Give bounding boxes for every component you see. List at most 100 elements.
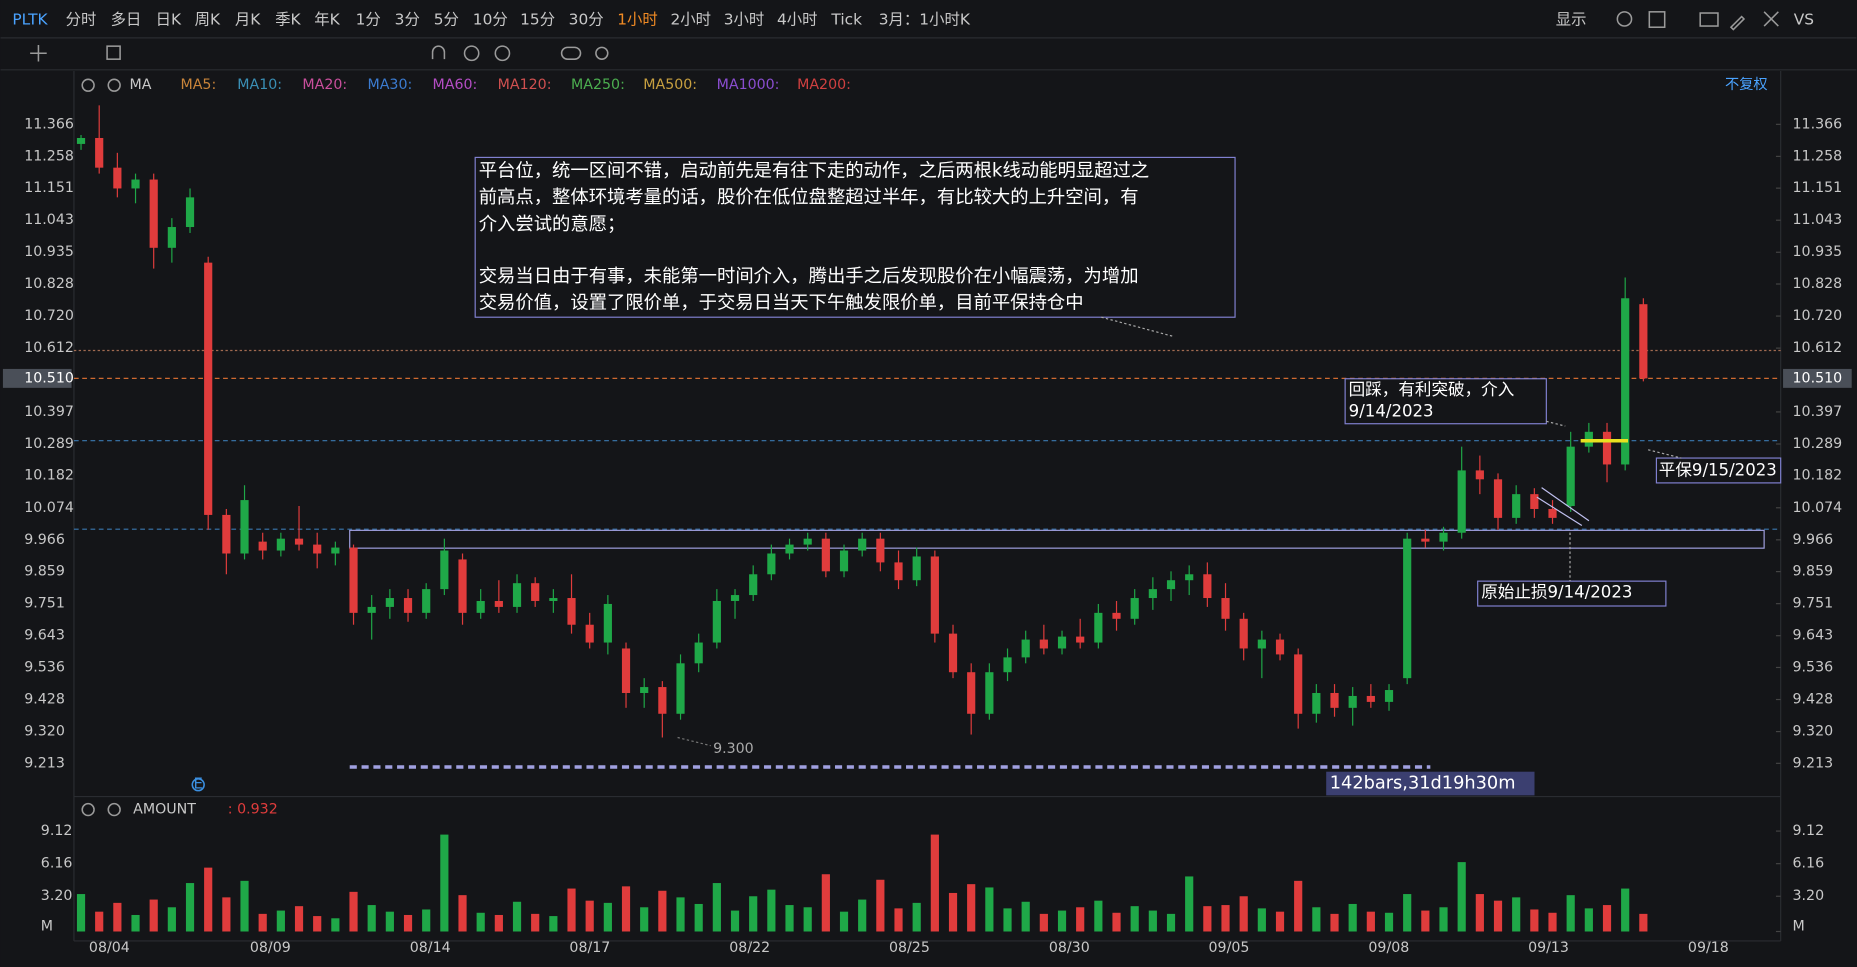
candle-body — [948, 633, 958, 673]
volume-bar — [204, 867, 213, 932]
timeframe-tab[interactable]: 季K — [275, 11, 301, 29]
timeframe-tab[interactable]: 周K — [195, 11, 221, 29]
y-tick-label-right: 9.536 — [1793, 659, 1834, 675]
timeframe-tab[interactable]: 10分 — [473, 11, 508, 29]
toolbar-button[interactable]: 显示 — [1556, 11, 1587, 29]
candle-body — [204, 262, 213, 515]
timeframe-tab[interactable]: PLTK — [12, 11, 48, 29]
volume-bar — [749, 896, 758, 932]
y-tick-label-right: 11.151 — [1793, 180, 1843, 196]
y-tick-label-right: 3.20 — [1793, 888, 1825, 904]
timeframe-tab[interactable]: Tick — [830, 11, 862, 29]
candle-body — [1530, 494, 1539, 509]
y-tick-label: 10.612 — [24, 340, 74, 356]
timeframe-tab[interactable]: 1小时 — [617, 11, 658, 29]
timeframe-tab[interactable]: 5分 — [434, 11, 459, 29]
candle-body — [839, 550, 849, 572]
volume-bar — [712, 883, 721, 932]
volume-bar — [167, 907, 176, 932]
x-tick-label: 09/13 — [1528, 940, 1569, 956]
ma-label: MA250: — [571, 77, 625, 93]
volume-bar — [694, 903, 703, 932]
candle-body — [403, 598, 413, 613]
candle-body — [1094, 612, 1103, 643]
volume-bar — [331, 918, 340, 932]
volume-bar — [621, 886, 631, 932]
candle-body — [313, 544, 322, 554]
timeframe-tab[interactable]: 3月：1小时K — [879, 11, 971, 29]
volume-bar — [930, 834, 939, 932]
timeframe-tab[interactable]: 4小时 — [777, 11, 818, 29]
volume-bar — [458, 895, 467, 932]
candle-body — [149, 179, 158, 248]
range-box — [349, 529, 1765, 549]
volume-bar — [1166, 913, 1176, 932]
candle-body — [385, 598, 394, 607]
volume-bar — [1039, 913, 1048, 932]
candle-body — [1076, 636, 1085, 643]
event-icon[interactable]: E — [194, 776, 203, 793]
candle-body — [603, 603, 612, 643]
ma-label: MA60: — [433, 77, 478, 93]
timeframe-tab[interactable]: 3分 — [395, 11, 420, 29]
candle-body — [694, 642, 703, 664]
y-tick-label: 10.182 — [24, 468, 74, 484]
note-line: 前高点，整体环境考量的话，股价在低位盘整超过半年，有比较大的上升空间，有 — [479, 187, 1139, 208]
candle-body — [1275, 639, 1285, 655]
volume-bar — [1548, 912, 1557, 932]
timeframe-tab[interactable]: 分时 — [66, 11, 97, 29]
volume-bar — [676, 897, 685, 932]
candle-body — [349, 547, 358, 613]
timeframe-tab[interactable]: 多日 — [111, 11, 142, 29]
volume-bar — [1348, 903, 1357, 932]
y-tick-label-right: 9.751 — [1793, 596, 1834, 612]
timeframe-tab[interactable]: 年K — [314, 11, 340, 29]
volume-bar — [276, 910, 285, 932]
timeframe-tab[interactable]: 2小时 — [670, 11, 711, 29]
note-line: 介入尝试的意愿； — [479, 214, 626, 235]
candle-body — [658, 687, 667, 714]
candle-body — [1512, 494, 1521, 518]
timeframe-tab[interactable]: 15分 — [520, 11, 555, 29]
timeframe-tab[interactable]: 30分 — [569, 11, 604, 29]
candle-body — [785, 544, 794, 554]
y-tick-label-right: 9.320 — [1793, 724, 1834, 740]
x-tick-label: 08/14 — [410, 940, 451, 956]
timeframe-tab[interactable]: 日K — [156, 11, 182, 29]
volume-bar — [476, 912, 485, 932]
y-tick-label: 11.366 — [24, 116, 74, 132]
y-tick-label-right: 11.366 — [1793, 116, 1843, 132]
adjust-mode[interactable]: 不复权 — [1725, 76, 1768, 93]
y-tick-label: 9.12 — [41, 823, 73, 839]
indicator-name[interactable]: AMOUNT — [133, 802, 196, 818]
candle-body — [1221, 598, 1230, 619]
toolbar-button[interactable]: VS — [1794, 11, 1814, 29]
y-tick-label: 9.643 — [24, 628, 65, 644]
volume-bar — [1021, 901, 1030, 932]
note-line: 原始止损9/14/2023 — [1481, 582, 1632, 601]
volume-bar — [785, 905, 794, 932]
timeframe-tab[interactable]: 1分 — [356, 11, 381, 29]
candle-body — [876, 538, 885, 563]
volume-bar — [95, 911, 104, 932]
volume-bar — [821, 874, 830, 932]
candle-body — [858, 538, 867, 551]
volume-bar — [1639, 913, 1648, 932]
drawing-tools[interactable] — [30, 11, 1779, 817]
y-tick-label: 9.213 — [24, 755, 65, 771]
y-tick-label-right: M — [1793, 919, 1805, 935]
volume-bar — [185, 883, 195, 932]
volume-bar — [894, 908, 903, 932]
candle-body — [585, 624, 594, 643]
timeframe-tab[interactable]: 月K — [235, 11, 261, 29]
volume-bar — [1493, 900, 1503, 932]
candle-body — [1330, 692, 1339, 708]
volume-bar — [440, 834, 449, 932]
timeframe-tab[interactable]: 3小时 — [724, 11, 765, 29]
indicator-name[interactable]: MA — [130, 77, 152, 93]
y-tick-label-right: 10.397 — [1793, 404, 1843, 420]
volume-bar — [367, 905, 376, 932]
candle-body — [476, 600, 485, 613]
volume-bar — [531, 913, 540, 932]
y-tick-label-right: 10.182 — [1793, 468, 1843, 484]
